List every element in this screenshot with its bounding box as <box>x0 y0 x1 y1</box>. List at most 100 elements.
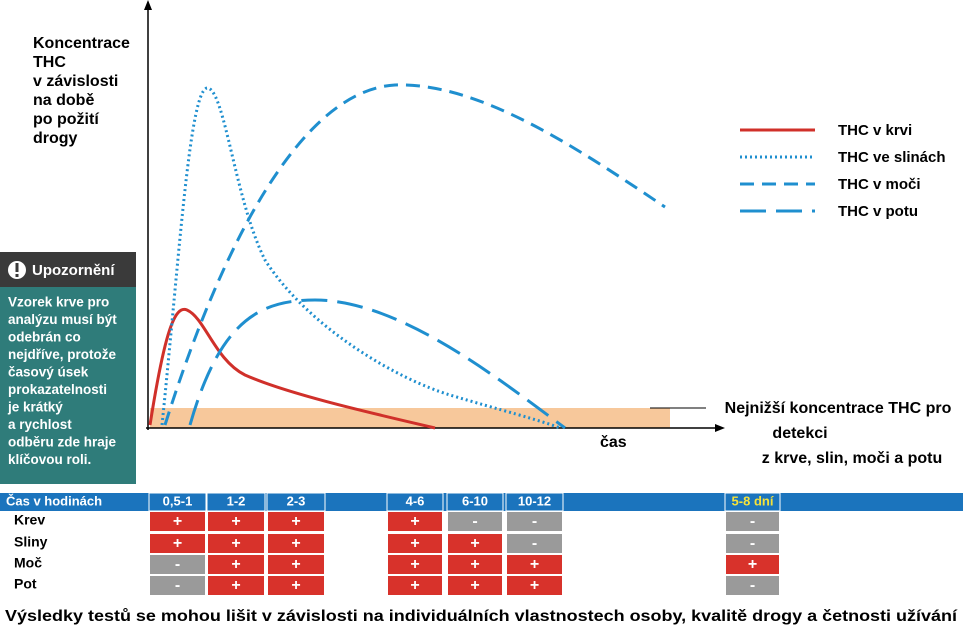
row-label: Krev <box>14 512 45 528</box>
cell: - <box>175 556 180 573</box>
warning-text: časový úsek <box>8 365 89 380</box>
cell-bg <box>150 534 205 553</box>
cell-bg <box>208 576 264 595</box>
column-header-bg <box>724 492 781 512</box>
column-header-bg <box>206 492 266 512</box>
row-label: Moč <box>14 555 42 571</box>
cell-bg <box>388 534 442 553</box>
column-header-bg <box>148 492 207 512</box>
warning-text: analýzu musí být <box>8 312 117 327</box>
y-axis-label: Koncentrace <box>33 35 130 52</box>
threshold-label: Nejnižší koncentrace THC pro <box>725 400 952 417</box>
footer: Výsledky testů se mohou lišit v závislos… <box>5 608 958 625</box>
saliva-curve <box>160 86 561 430</box>
cell-bg <box>726 576 779 595</box>
threshold-label: z krve, slin, moči a potu <box>762 450 943 467</box>
warning-title: Upozornění <box>32 262 115 279</box>
cell: + <box>231 513 240 530</box>
cell: + <box>410 556 419 573</box>
y-axis-label: THC <box>33 54 66 71</box>
column-header: 4-6 <box>406 493 425 508</box>
threshold-label: detekci <box>772 425 827 442</box>
cell: + <box>410 513 419 530</box>
cell-bg <box>726 534 779 553</box>
column-header: 1-2 <box>227 493 246 508</box>
cell: + <box>173 513 182 530</box>
warning-text: nejdříve, protože <box>8 347 117 362</box>
cell-bg <box>726 512 779 531</box>
cell-bg <box>268 534 324 553</box>
cell-bg <box>507 576 562 595</box>
legend-label: THC v krvi <box>838 122 912 139</box>
cell-bg <box>507 555 562 574</box>
warning-body <box>0 287 136 484</box>
warning-text: prokazatelnosti <box>8 382 107 397</box>
cell: + <box>291 513 300 530</box>
cell-bg <box>208 512 264 531</box>
warning-text: je krátký <box>7 400 63 415</box>
cell-bg <box>388 576 442 595</box>
column-header: 0,5-1 <box>163 493 193 508</box>
cell-bg <box>268 576 324 595</box>
cell-bg <box>448 576 502 595</box>
column-header: 10-12 <box>518 493 551 508</box>
cell-bg <box>268 512 324 531</box>
sweat-curve <box>188 298 566 430</box>
x-axis-label: čas <box>600 434 627 451</box>
cell: + <box>291 556 300 573</box>
cell: - <box>750 513 755 530</box>
column-header-bg <box>505 492 564 512</box>
column-header: 5-8 dní <box>732 493 774 508</box>
warning-icon-mark <box>15 263 19 272</box>
cell-bg <box>268 555 324 574</box>
legend-label: THC ve slinách <box>838 149 946 166</box>
cell-bg <box>388 512 442 531</box>
cell: + <box>470 556 479 573</box>
cell: - <box>532 513 537 530</box>
cell: + <box>410 577 419 594</box>
urine-curve <box>163 83 666 426</box>
legend-label: THC v potu <box>838 203 918 220</box>
y-axis-label: v závislosti <box>33 73 118 90</box>
cell-bg <box>388 555 442 574</box>
cell: - <box>750 577 755 594</box>
cell: + <box>231 556 240 573</box>
cell-bg <box>150 576 205 595</box>
cell: + <box>530 556 539 573</box>
cell: + <box>470 577 479 594</box>
legend-label: THC v moči <box>838 176 921 193</box>
cell: + <box>231 535 240 552</box>
warning-text: a rychlost <box>8 417 72 432</box>
cell: + <box>530 577 539 594</box>
cell: - <box>175 577 180 594</box>
warning-text: odebrán co <box>8 330 81 345</box>
warning-text: klíčovou roli. <box>8 452 91 467</box>
cell-bg <box>448 555 502 574</box>
cell-bg <box>208 534 264 553</box>
y-axis-label: drogy <box>33 130 78 147</box>
threshold-band <box>150 408 670 428</box>
x-axis-arrow <box>715 424 725 432</box>
cell-bg <box>507 534 562 553</box>
column-header: 6-10 <box>462 493 488 508</box>
column-header-bg <box>386 492 444 512</box>
row-label: Sliny <box>14 534 48 550</box>
warning-icon-dot <box>15 274 19 277</box>
cell: + <box>291 577 300 594</box>
y-axis-arrow <box>144 0 152 10</box>
cell-bg <box>726 555 779 574</box>
cell: + <box>291 535 300 552</box>
cell-bg <box>507 512 562 531</box>
warning-text: odběru zde hraje <box>8 435 117 450</box>
cell-bg <box>448 534 502 553</box>
cell: - <box>532 535 537 552</box>
cell-bg <box>448 512 502 531</box>
warning-text: Vzorek krve pro <box>8 295 109 310</box>
cell-bg <box>208 555 264 574</box>
column-header: 2-3 <box>287 493 306 508</box>
y-axis-label: na době <box>33 92 94 109</box>
cell: - <box>472 513 477 530</box>
cell-bg <box>150 555 205 574</box>
cell-bg <box>150 512 205 531</box>
